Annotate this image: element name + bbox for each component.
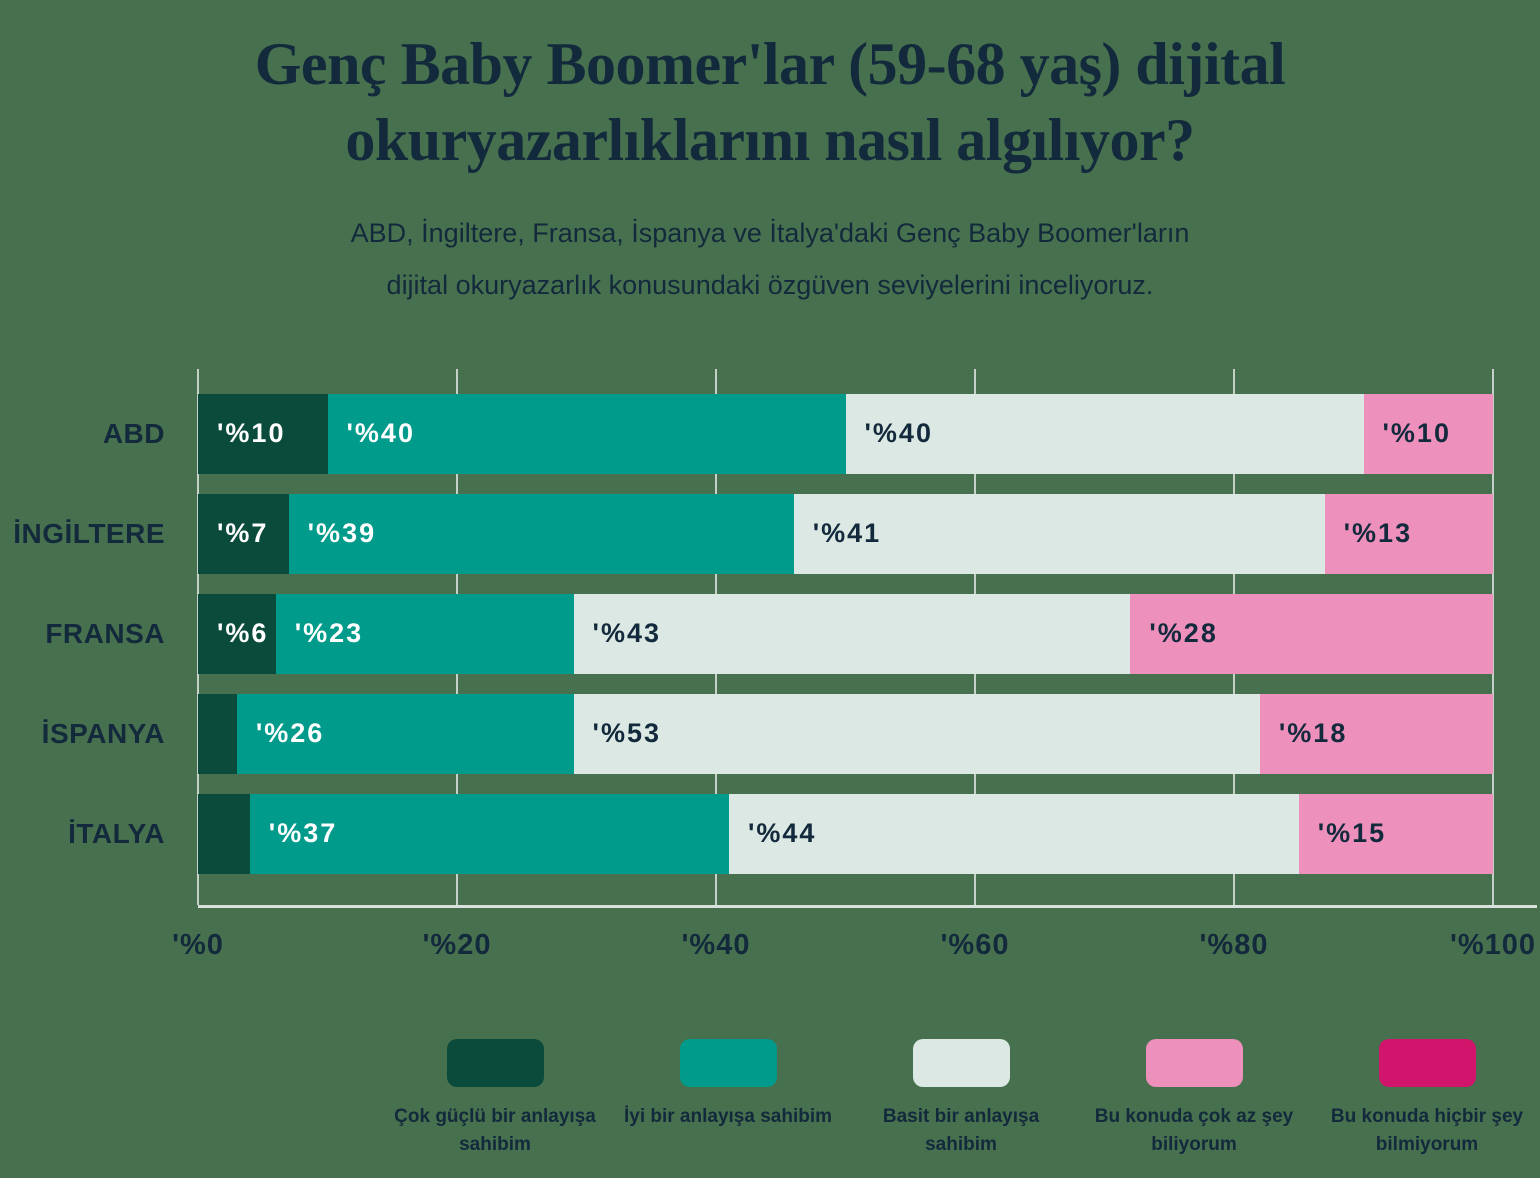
segment-value-label: '%40 bbox=[346, 418, 415, 449]
stacked-bar-chart: ABD '%10 '%40 '%40 '%10 İNGİLTERE '%7 '%39 '%41 '… bbox=[0, 368, 1540, 977]
bar-row: İTALYA '%37 '%44 '%15 bbox=[68, 793, 1493, 874]
category-label: İSPANYA bbox=[41, 717, 165, 749]
chart-subtitle: ABD, İngiltere, Fransa, İspanya ve İtaly… bbox=[0, 208, 1540, 311]
bar-segment bbox=[198, 693, 237, 774]
bar-row: İNGİLTERE '%7 '%39 '%41 '%13 bbox=[13, 493, 1493, 574]
x-tick-label: '%20 bbox=[422, 928, 492, 961]
bar-row: ABD '%10 '%40 '%40 '%10 bbox=[103, 393, 1493, 474]
title-line-1: Genç Baby Boomer'lar (59-68 yaş) dijital bbox=[254, 31, 1286, 97]
legend-label: Çok güçlü bir anlayışa sahibim bbox=[394, 1105, 596, 1156]
gridline bbox=[1492, 368, 1494, 905]
x-tick-label: '%0 bbox=[172, 928, 224, 961]
segment-value-label: '%43 bbox=[592, 618, 661, 649]
bar-segment: '%44 bbox=[728, 793, 1299, 874]
segment-value-label: '%41 bbox=[812, 518, 882, 549]
legend-label: Basit bir anlayışa sahibim bbox=[882, 1105, 1040, 1156]
title-line-2: okuryazarlıklarını nasıl algılıyor? bbox=[345, 107, 1195, 174]
chart-legend: Çok güçlü bir anlayışa sahibim İyi bir an… bbox=[388, 1038, 1534, 1160]
segment-value-label: '%37 bbox=[268, 818, 338, 849]
legend-swatch bbox=[679, 1038, 777, 1087]
bar-segment: '%7 bbox=[198, 493, 289, 574]
category-label: İTALYA bbox=[68, 817, 165, 849]
segment-value-label: '%13 bbox=[1343, 518, 1413, 549]
legend-item: İyi bir anlayışa sahibim bbox=[621, 1038, 835, 1160]
plot-area: ABD '%10 '%40 '%40 '%10 İNGİLTERE '%7 '%39 '%41 '… bbox=[13, 368, 1537, 908]
segment-value-label: '%40 bbox=[864, 418, 933, 449]
legend-swatch bbox=[912, 1038, 1010, 1087]
segment-value-label: '%28 bbox=[1149, 618, 1218, 649]
legend-label: Bu konuda çok az şey biliyorum bbox=[1094, 1105, 1294, 1156]
bar-segment: '%40 bbox=[327, 393, 846, 474]
x-tick-label: '%40 bbox=[681, 928, 751, 961]
bar-segment: '%43 bbox=[573, 593, 1131, 674]
bar-segment: '%23 bbox=[275, 593, 574, 674]
segment-value-label: '%39 bbox=[307, 518, 377, 549]
bar-segment: '%18 bbox=[1259, 693, 1493, 774]
bar-segment: '%6 bbox=[198, 593, 276, 674]
bar-segment: '%15 bbox=[1298, 793, 1493, 874]
segment-value-label: '%6 bbox=[217, 618, 269, 649]
subtitle-line-2: dijital okuryazarlık konusundaki özgüven… bbox=[386, 269, 1154, 300]
bar-segment: '%53 bbox=[573, 693, 1260, 774]
x-tick-label: '%80 bbox=[1199, 928, 1269, 961]
x-tick-label: '%60 bbox=[940, 928, 1010, 961]
x-axis-line bbox=[198, 904, 1537, 908]
bar-segment bbox=[198, 793, 250, 874]
bar-segment: '%37 bbox=[249, 793, 729, 874]
segment-value-label: '%23 bbox=[294, 618, 364, 649]
legend-label: Bu konuda hiçbir şey bilmiyorum bbox=[1330, 1105, 1524, 1156]
legend-swatch bbox=[1145, 1038, 1243, 1087]
segment-value-label: '%53 bbox=[592, 718, 661, 749]
segment-value-label: '%10 bbox=[217, 418, 286, 449]
segment-value-label: '%26 bbox=[255, 718, 325, 749]
bar-row: FRANSA '%6 '%23 '%43 '%28 bbox=[45, 593, 1493, 674]
segment-value-label: '%44 bbox=[747, 818, 817, 849]
bar-segment: '%40 bbox=[845, 393, 1364, 474]
x-tick-label: '%100 bbox=[1449, 928, 1537, 961]
chart-header: Genç Baby Boomer'lar (59-68 yaş) dijital… bbox=[0, 0, 1540, 311]
bar-row: İSPANYA '%26 '%53 '%18 bbox=[42, 693, 1493, 774]
segment-value-label: '%10 bbox=[1382, 418, 1451, 449]
legend-label: İyi bir anlayışa sahibim bbox=[623, 1105, 833, 1127]
page-title: Genç Baby Boomer'lar (59-68 yaş) dijital… bbox=[0, 26, 1540, 178]
legend-item: Basit bir anlayışa sahibim bbox=[854, 1038, 1068, 1160]
segment-value-label: '%15 bbox=[1317, 818, 1387, 849]
bar-segment: '%13 bbox=[1324, 493, 1493, 574]
bar-segment: '%28 bbox=[1130, 593, 1493, 674]
x-axis-labels: '%0 '%20 '%40 '%60 '%80 '%100 bbox=[172, 905, 1535, 977]
legend-swatch bbox=[1378, 1038, 1476, 1087]
category-label: İNGİLTERE bbox=[13, 517, 165, 549]
bar-segment: '%10 bbox=[198, 393, 328, 474]
legend-item: Bu konuda hiçbir şey bilmiyorum bbox=[1320, 1038, 1534, 1160]
subtitle-line-1: ABD, İngiltere, Fransa, İspanya ve İtaly… bbox=[350, 218, 1190, 249]
bar-segment: '%26 bbox=[236, 693, 574, 774]
category-label: FRANSA bbox=[45, 617, 165, 649]
legend-swatch bbox=[446, 1038, 544, 1087]
legend-item: Bu konuda çok az şey biliyorum bbox=[1087, 1038, 1301, 1160]
bar-segment: '%41 bbox=[793, 493, 1325, 574]
category-label: ABD bbox=[102, 417, 165, 449]
bar-segment: '%39 bbox=[288, 493, 794, 574]
segment-value-label: '%7 bbox=[217, 518, 269, 549]
segment-value-label: '%18 bbox=[1278, 718, 1348, 749]
legend-item: Çok güçlü bir anlayışa sahibim bbox=[388, 1038, 602, 1160]
bar-segment: '%10 bbox=[1363, 393, 1493, 474]
